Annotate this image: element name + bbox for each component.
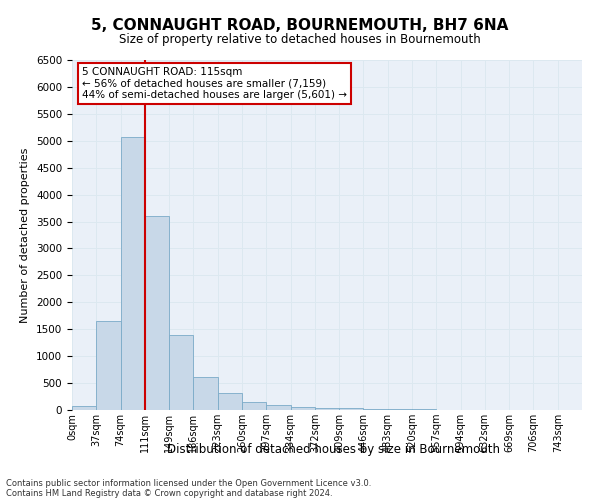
Bar [72, 406, 96, 410]
Bar [169, 334, 193, 410]
Bar [388, 409, 412, 410]
Bar [96, 321, 121, 410]
Text: 5 CONNAUGHT ROAD: 115sqm
← 56% of detached houses are smaller (7,159)
44% of sem: 5 CONNAUGHT ROAD: 115sqm ← 56% of detach… [82, 67, 347, 100]
Text: 5, CONNAUGHT ROAD, BOURNEMOUTH, BH7 6NA: 5, CONNAUGHT ROAD, BOURNEMOUTH, BH7 6NA [91, 18, 509, 32]
Bar [145, 216, 169, 410]
Bar [193, 376, 218, 410]
Text: Contains public sector information licensed under the Open Government Licence v3: Contains public sector information licen… [6, 478, 371, 488]
Bar [242, 402, 266, 410]
Y-axis label: Number of detached properties: Number of detached properties [20, 148, 31, 322]
Bar [218, 394, 242, 410]
Text: Distribution of detached houses by size in Bournemouth: Distribution of detached houses by size … [167, 442, 500, 456]
Bar [315, 408, 339, 410]
Bar [364, 409, 388, 410]
Bar [121, 136, 145, 410]
Bar [339, 408, 364, 410]
Text: Size of property relative to detached houses in Bournemouth: Size of property relative to detached ho… [119, 32, 481, 46]
Text: Contains HM Land Registry data © Crown copyright and database right 2024.: Contains HM Land Registry data © Crown c… [6, 488, 332, 498]
Bar [266, 405, 290, 410]
Bar [290, 407, 315, 410]
